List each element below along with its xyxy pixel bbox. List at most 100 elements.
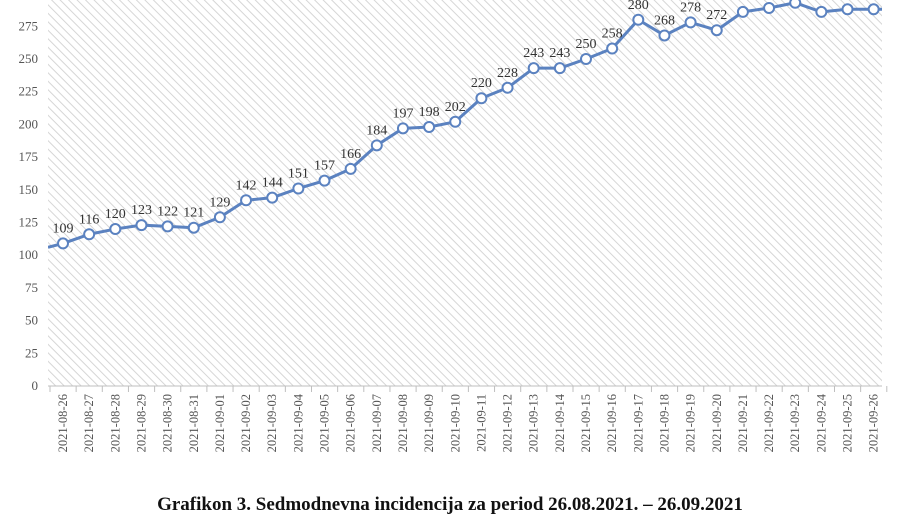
- data-point: [423, 121, 436, 134]
- chart-caption: Grafikon 3. Sedmodnevna incidencija za p…: [157, 494, 743, 515]
- data-point: [580, 53, 592, 65]
- data-point: [187, 221, 200, 234]
- data-point: [449, 115, 462, 128]
- series-line: [48, 1, 882, 249]
- data-point: [815, 5, 828, 18]
- x-tick-label: 2021-09-05: [318, 394, 332, 452]
- data-label: 198: [419, 105, 440, 120]
- data-point: [606, 42, 619, 55]
- x-tick-label: 2021-09-23: [788, 394, 802, 452]
- x-tick-label: 2021-09-07: [370, 394, 384, 452]
- y-tick-label: 0: [32, 378, 39, 393]
- data-point: [841, 3, 854, 16]
- x-tick-label: 2021-09-04: [291, 393, 305, 452]
- data-point: [658, 29, 671, 42]
- data-point: [109, 223, 122, 236]
- x-tick-label: 2021-09-09: [422, 394, 436, 452]
- data-label: 129: [209, 195, 230, 210]
- data-point: [710, 24, 723, 37]
- data-label: 268: [654, 13, 675, 28]
- data-label: 278: [680, 0, 701, 15]
- y-tick-label: 75: [25, 280, 38, 295]
- data-label: 122: [157, 204, 178, 219]
- data-point: [553, 62, 566, 75]
- series-incidence: [48, 0, 882, 250]
- data-point: [318, 174, 331, 187]
- y-tick-label: 50: [25, 313, 38, 328]
- y-tick-label: 175: [19, 149, 39, 164]
- x-tick-label: 2021-09-03: [265, 394, 279, 452]
- data-point: [57, 237, 69, 250]
- data-point: [763, 1, 776, 14]
- incidence-line-chart: 0 25 50 75 100 125 150 175 200 225 250 275 2021-08-…: [19, 0, 888, 452]
- x-tick-label: 2021-09-10: [448, 394, 462, 452]
- x-tick-label: 2021-09-15: [579, 394, 593, 452]
- x-tick-label: 2021-09-18: [657, 394, 671, 452]
- data-label: 220: [471, 76, 492, 91]
- y-tick-label: 150: [19, 182, 39, 197]
- x-tick-label: 2021-09-20: [710, 394, 724, 452]
- x-tick-label: 2021-09-16: [605, 394, 619, 452]
- x-tick-label: 2021-08-30: [161, 394, 175, 452]
- data-point: [867, 3, 880, 16]
- x-tick-label: 2021-09-13: [527, 394, 541, 452]
- data-label: 228: [497, 66, 518, 81]
- data-label: 184: [366, 123, 387, 138]
- data-point: [684, 16, 697, 29]
- x-tick-label: 2021-09-14: [553, 393, 567, 452]
- data-label: 151: [288, 166, 309, 181]
- data-point: [370, 139, 383, 152]
- data-label: 116: [79, 212, 99, 227]
- data-point: [135, 219, 148, 232]
- data-label: 144: [262, 176, 283, 191]
- data-label: 272: [706, 8, 727, 23]
- data-label: 243: [523, 46, 544, 61]
- data-point: [344, 162, 357, 175]
- y-axis: 0 25 50 75 100 125 150 175 200 225 250 275: [19, 18, 39, 393]
- plot-hatch: [48, 0, 882, 386]
- y-tick-label: 125: [19, 215, 39, 230]
- y-tick-label: 275: [19, 18, 39, 33]
- x-tick-label: 2021-09-19: [684, 394, 698, 452]
- y-tick-label: 200: [19, 116, 39, 131]
- data-label: 120: [105, 207, 126, 222]
- x-tick-label: 2021-09-01: [213, 394, 227, 452]
- data-labels: 109 116 120 123 122 121 129 142 144 151 157 166 184 1…: [53, 0, 728, 236]
- data-point: [501, 81, 514, 94]
- data-label: 166: [340, 147, 361, 162]
- plot-area: [48, 0, 882, 387]
- data-label: 197: [392, 106, 413, 121]
- x-tick-label: 2021-09-08: [396, 394, 410, 452]
- x-tick-label: 2021-09-22: [762, 394, 776, 452]
- y-tick-label: 25: [25, 345, 38, 360]
- x-tick-label: 2021-09-21: [736, 394, 750, 452]
- x-tick-label: 2021-08-31: [187, 394, 201, 452]
- data-label: 280: [628, 0, 649, 13]
- x-tick-label: 2021-09-11: [474, 394, 488, 452]
- x-tick-label: 2021-08-26: [56, 394, 70, 452]
- data-point: [736, 5, 749, 18]
- x-tick-label: 2021-09-02: [239, 394, 253, 452]
- data-point: [789, 0, 802, 9]
- x-tick-label: 2021-09-17: [631, 394, 645, 452]
- data-label: 157: [314, 159, 335, 174]
- x-tick-label: 2021-09-12: [501, 394, 515, 452]
- x-tick-label: 2021-09-06: [344, 394, 358, 452]
- data-point: [292, 182, 305, 195]
- data-label: 142: [236, 178, 257, 193]
- data-label: 258: [602, 27, 623, 42]
- x-tick-label: 2021-09-24: [814, 393, 828, 452]
- data-point: [527, 62, 540, 75]
- chart-frame: 0 25 50 75 100 125 150 175 200 225 250 275 2021-08-…: [19, 0, 888, 452]
- data-label: 202: [445, 100, 466, 115]
- data-point: [240, 194, 253, 207]
- data-point: [213, 211, 226, 224]
- x-axis: 2021-08-26 2021-08-27 2021-08-28 2021-08-29…: [49, 386, 888, 452]
- x-tick-label: 2021-08-27: [82, 394, 96, 452]
- x-tick-label: 2021-08-28: [108, 394, 122, 452]
- data-label: 109: [53, 221, 74, 236]
- data-point: [266, 191, 279, 204]
- x-tick-label: 2021-08-29: [134, 394, 148, 452]
- data-point: [161, 220, 174, 233]
- data-point: [632, 13, 645, 26]
